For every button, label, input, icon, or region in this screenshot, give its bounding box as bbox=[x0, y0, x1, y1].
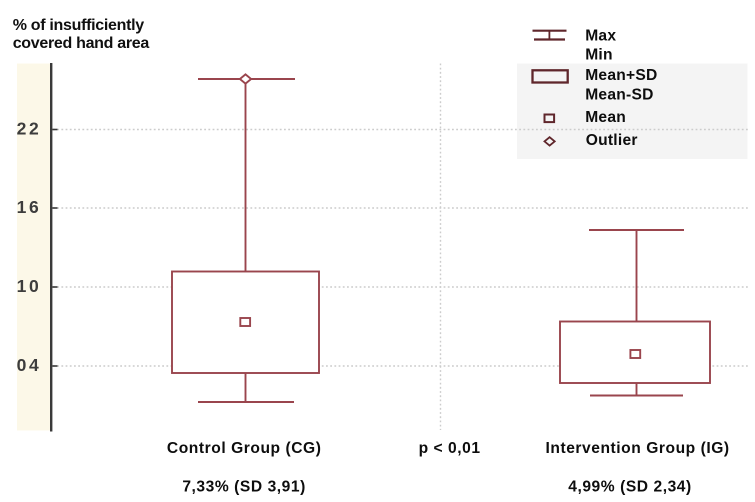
svg-text:Outlier: Outlier bbox=[586, 132, 638, 149]
svg-text:4,99% (SD 2,34): 4,99% (SD 2,34) bbox=[568, 478, 692, 495]
svg-text:Max: Max bbox=[585, 28, 616, 45]
svg-text:04: 04 bbox=[17, 355, 42, 375]
svg-text:Mean: Mean bbox=[585, 109, 626, 126]
svg-text:Mean-SD: Mean-SD bbox=[585, 87, 653, 104]
svg-text:Min: Min bbox=[585, 47, 613, 64]
svg-text:16: 16 bbox=[17, 197, 42, 217]
svg-text:7,33% (SD 3,91): 7,33% (SD 3,91) bbox=[182, 478, 306, 495]
svg-text:covered hand area: covered hand area bbox=[13, 35, 150, 52]
svg-text:% of insufficiently: % of insufficiently bbox=[13, 17, 145, 34]
svg-text:Control Group (CG): Control Group (CG) bbox=[167, 440, 322, 457]
svg-text:Intervention Group (IG): Intervention Group (IG) bbox=[546, 440, 730, 457]
svg-text:p < 0,01: p < 0,01 bbox=[419, 440, 481, 457]
svg-text:22: 22 bbox=[17, 119, 42, 139]
svg-text:Mean+SD: Mean+SD bbox=[585, 67, 657, 84]
svg-text:10: 10 bbox=[17, 276, 42, 296]
